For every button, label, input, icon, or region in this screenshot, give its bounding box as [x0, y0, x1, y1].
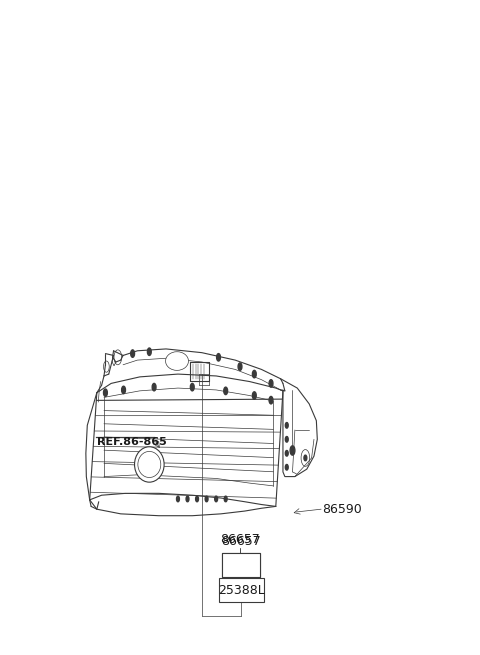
- Circle shape: [285, 451, 288, 456]
- Circle shape: [152, 383, 156, 391]
- Circle shape: [177, 496, 180, 502]
- Circle shape: [269, 396, 273, 404]
- Circle shape: [285, 422, 288, 428]
- Circle shape: [216, 354, 220, 361]
- Circle shape: [186, 496, 189, 502]
- Text: 86657: 86657: [221, 535, 261, 548]
- Circle shape: [104, 389, 108, 396]
- FancyBboxPatch shape: [218, 578, 264, 603]
- Circle shape: [238, 363, 242, 370]
- Circle shape: [205, 496, 208, 502]
- Circle shape: [252, 370, 256, 378]
- Circle shape: [290, 446, 295, 455]
- FancyBboxPatch shape: [222, 553, 260, 577]
- Text: 86590: 86590: [322, 502, 362, 515]
- Circle shape: [224, 496, 227, 502]
- Ellipse shape: [166, 352, 189, 370]
- Circle shape: [131, 350, 134, 358]
- Circle shape: [304, 455, 307, 460]
- Circle shape: [224, 387, 228, 394]
- Text: 86657: 86657: [221, 533, 260, 546]
- Text: 25388L: 25388L: [218, 584, 264, 597]
- Ellipse shape: [138, 451, 161, 477]
- Circle shape: [147, 348, 151, 356]
- Ellipse shape: [134, 447, 164, 482]
- Text: REF.86-865: REF.86-865: [97, 438, 167, 447]
- Circle shape: [252, 392, 256, 400]
- Circle shape: [196, 496, 199, 502]
- Circle shape: [215, 496, 217, 502]
- Circle shape: [285, 436, 288, 442]
- Circle shape: [269, 380, 273, 387]
- Circle shape: [285, 464, 288, 470]
- Circle shape: [121, 386, 125, 394]
- Circle shape: [191, 383, 194, 391]
